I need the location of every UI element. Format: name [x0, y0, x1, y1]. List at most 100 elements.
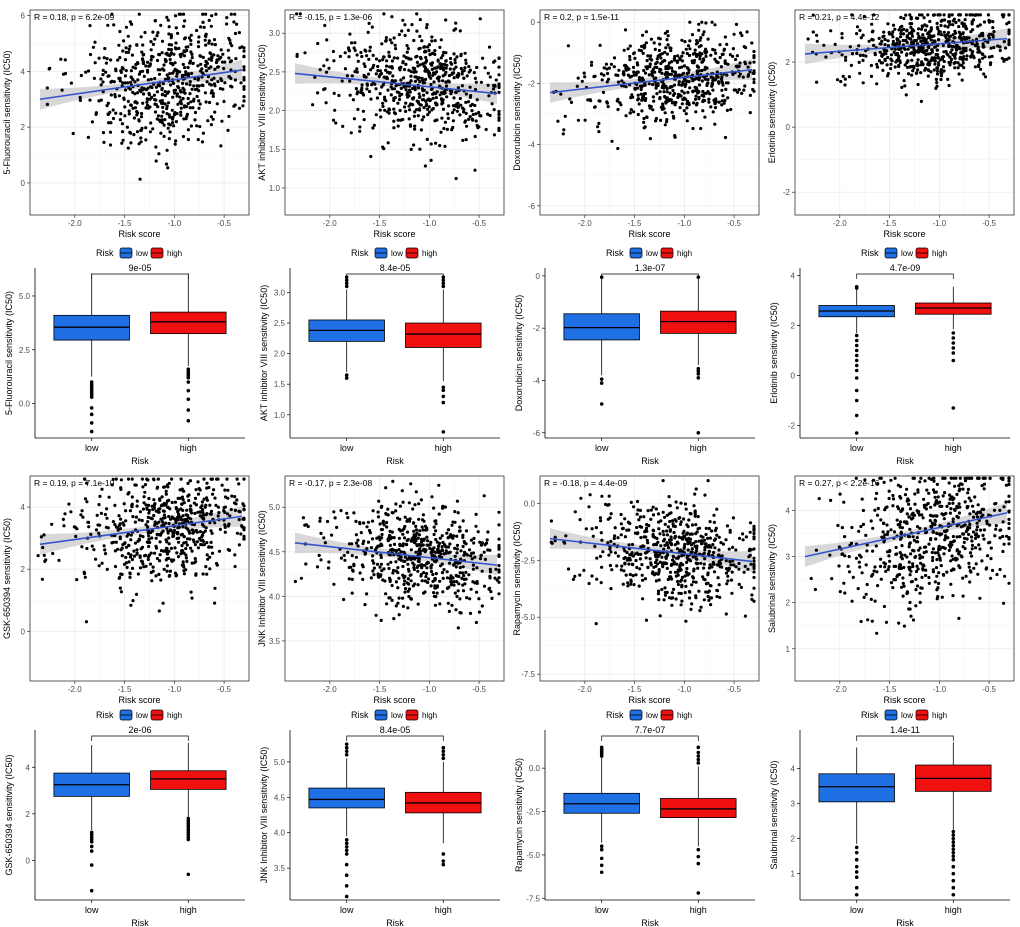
- data-point: [152, 506, 156, 510]
- data-point: [998, 48, 1002, 53]
- data-point: [655, 92, 659, 96]
- data-point: [935, 69, 940, 73]
- data-point: [889, 53, 894, 57]
- data-point: [152, 513, 156, 518]
- data-point: [467, 573, 471, 577]
- data-point: [709, 545, 713, 549]
- data-point: [223, 523, 227, 527]
- data-point: [131, 106, 135, 110]
- data-point: [196, 480, 200, 484]
- data-point: [225, 477, 229, 481]
- data-point: [445, 63, 449, 67]
- data-point: [182, 117, 186, 121]
- data-point: [593, 74, 597, 78]
- data-point: [909, 25, 913, 29]
- data-point: [912, 66, 916, 70]
- data-point: [382, 567, 386, 571]
- data-point: [74, 534, 78, 539]
- data-point: [175, 74, 179, 78]
- data-point: [702, 566, 706, 570]
- data-point: [444, 18, 448, 22]
- data-point: [453, 554, 457, 558]
- data-point: [124, 545, 129, 549]
- data-point: [902, 79, 906, 83]
- data-point: [468, 115, 472, 119]
- data-point: [596, 125, 600, 129]
- data-point: [136, 78, 140, 82]
- data-point: [205, 553, 209, 557]
- data-point: [185, 508, 189, 512]
- data-point: [710, 81, 715, 85]
- data-point: [663, 522, 667, 527]
- data-point: [199, 62, 203, 66]
- p-value-label: 7.7e-07: [635, 725, 666, 735]
- data-point: [186, 137, 190, 142]
- data-point: [385, 602, 389, 606]
- data-point: [423, 49, 427, 53]
- data-point: [120, 572, 124, 577]
- data-point: [390, 87, 394, 91]
- data-point: [359, 50, 363, 55]
- data-point: [928, 19, 932, 24]
- data-point: [408, 573, 412, 577]
- data-point: [905, 41, 909, 45]
- data-point: [376, 510, 380, 514]
- data-point: [935, 21, 939, 25]
- data-point: [412, 529, 416, 533]
- data-point: [684, 584, 688, 589]
- data-point: [174, 520, 178, 525]
- data-point: [385, 70, 390, 74]
- data-point: [665, 533, 670, 537]
- outlier-point: [951, 346, 956, 350]
- data-point: [177, 540, 181, 544]
- x-tick-label: -1.0: [167, 219, 181, 228]
- data-point: [156, 105, 160, 109]
- data-point: [150, 54, 154, 58]
- data-point: [384, 99, 388, 103]
- legend-title: Risk: [96, 248, 114, 258]
- data-point: [684, 619, 688, 623]
- data-point: [475, 580, 479, 584]
- data-point: [839, 79, 843, 84]
- data-point: [141, 535, 145, 539]
- data-point: [928, 52, 932, 56]
- data-point: [680, 585, 684, 589]
- data-point: [121, 521, 125, 525]
- data-point: [686, 90, 690, 94]
- data-point: [676, 582, 681, 587]
- x-tick-label: -2.0: [578, 685, 592, 694]
- data-point: [181, 86, 185, 90]
- data-point: [173, 571, 178, 575]
- data-point: [651, 82, 655, 87]
- data-point: [370, 83, 374, 87]
- data-point: [413, 127, 417, 131]
- legend-title: Risk: [861, 248, 879, 258]
- data-point: [426, 580, 430, 585]
- data-point: [922, 38, 926, 43]
- data-point: [688, 20, 692, 24]
- data-point: [99, 77, 103, 81]
- data-point: [127, 112, 131, 116]
- data-point: [369, 576, 373, 580]
- data-point: [380, 527, 384, 532]
- y-tick-label: 0.0: [19, 400, 31, 409]
- legend: Risk low high: [351, 709, 437, 721]
- data-point: [405, 581, 409, 585]
- data-point: [926, 13, 930, 17]
- data-point: [457, 73, 461, 77]
- data-point: [303, 523, 307, 527]
- data-point: [155, 521, 159, 526]
- data-point: [459, 66, 463, 71]
- data-point: [621, 526, 625, 531]
- data-point: [429, 584, 433, 588]
- data-point: [177, 12, 181, 16]
- data-point: [446, 528, 451, 532]
- data-point: [701, 99, 705, 103]
- data-point: [737, 74, 741, 78]
- data-point: [924, 52, 928, 57]
- data-point: [737, 567, 741, 571]
- data-point: [404, 62, 408, 66]
- data-point: [213, 521, 217, 525]
- data-point: [616, 146, 620, 151]
- data-point: [421, 62, 425, 66]
